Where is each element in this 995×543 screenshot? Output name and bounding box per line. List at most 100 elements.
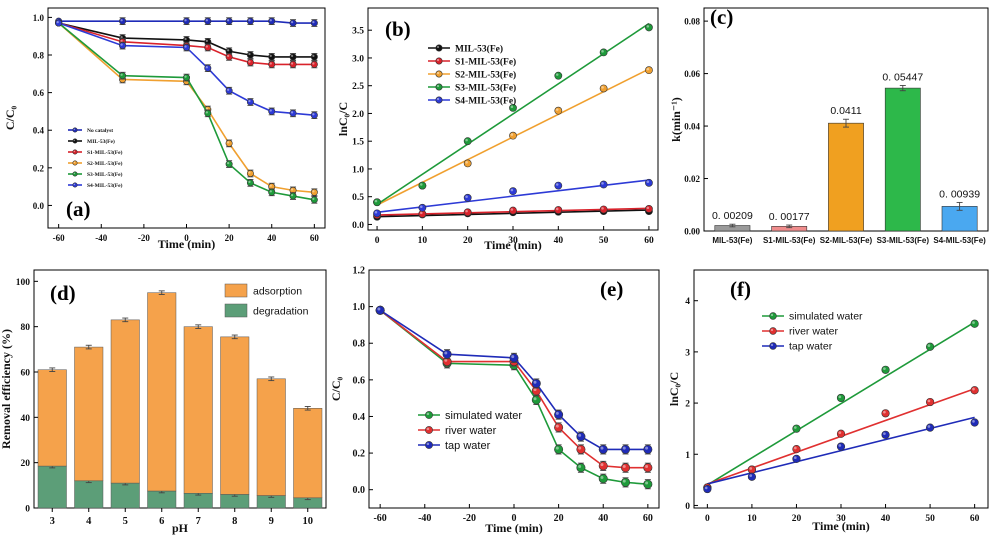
panel-b-legend-label: MIL-53(Fe) [455,43,503,54]
panel-d-ytick-label: 80 [21,323,31,333]
panel-a-xtick-label: -20 [138,233,150,243]
panel-e-data-point-highlight [645,446,649,450]
panel-f-ytick-label: 1 [685,451,690,461]
panel-c-ytick-label: 0.02 [684,174,700,184]
panel-f-data-point-highlight [793,426,797,429]
panel-f-data-point-highlight [749,467,753,470]
panel-a-data-point [225,87,233,95]
panel-a-data-point-highlight [269,19,272,22]
panel-f-data-point-highlight [793,446,797,450]
panel-e-data-point [554,422,564,432]
panel-e-xtick-label: -60 [373,513,386,524]
panel-f-legend-marker-highlight [770,313,774,317]
panel-a-data-point-highlight [184,45,187,48]
panel-f-data-point [970,386,979,395]
panel-b-ytick-label: 1.5 [352,138,364,148]
panel-a-data-point-highlight [290,188,294,191]
panel-f-legend-marker-highlight [770,343,774,347]
panel-f-data-point-highlight [838,431,842,434]
panel-b-data-point-highlight [465,161,468,164]
panel-a-data-point [55,19,63,27]
panel-e-data-point-highlight [600,475,604,479]
panel-d-bar-adsorption [74,346,104,482]
panel-a-legend-label: S4-MIL-53(Fe) [87,182,123,189]
panel-e-data-point [643,479,653,489]
panel-a-data-point [246,98,254,106]
panel-d-legend-label: adsorption [253,286,302,298]
panel-e-data-point-highlight [578,446,582,450]
panel-b-ytick-label: 2.0 [352,110,364,120]
panel-b-xtick-label: 20 [463,236,473,246]
panel-b-data-point-highlight [555,108,559,111]
panel-e-data-point [375,305,385,315]
panel-a-legend-marker [72,127,78,133]
panel-a-data-point-highlight [269,184,272,187]
panel-a-data-point [246,51,254,59]
panel-e-data-point-highlight [444,351,448,355]
panel-b-data-point [599,180,608,189]
panel-a-data-point [119,42,127,50]
panel-b-data-point-highlight [510,188,514,192]
panel-e-ytick-label: 0.4 [353,412,366,423]
panel-e-legend-marker-highlight [426,442,430,446]
panel-b-data-point [554,71,563,80]
panel-d-bar-adsorption [37,369,67,467]
panel-e-xtick-label: -20 [463,513,476,524]
panel-a-data-point [225,160,233,168]
panel-b-y-axis-label: lnC₀/C [336,102,350,136]
panel-e-legend-marker [425,441,433,449]
panel-d-ytick-label: 20 [21,459,31,469]
panel-b-data-point-highlight [510,133,514,136]
panel-b-xtick-label: 0 [375,236,380,246]
panel-f-data-point [792,454,801,463]
panel-a-data-point [310,53,318,61]
panel-e-ytick-label: 1.2 [353,266,366,277]
panel-b-xtick-label: 40 [554,236,564,246]
panel-d-xtick-label: 4 [86,516,92,527]
panel-f-y-axis-label: lnC₀/C [667,372,681,406]
panel-d-y-axis-label: Removal efficiency (%) [0,329,13,449]
panel-a-data-point [310,111,318,119]
panel-e-data-point-highlight [578,464,582,468]
panel-e-data-point [576,444,586,454]
panel-b-data-point [509,206,517,215]
panel-a-data-point [119,72,127,80]
panel-e-data-point-highlight [622,479,626,483]
panel-b-legend-marker [435,70,443,78]
panel-c-value-label: 0. 00209 [712,210,753,222]
panel-d-bar-degradation [74,480,104,509]
panel-a-legend-marker-highlight [73,150,76,153]
panel-e-data-point-highlight [600,463,604,467]
panel-f-data-point-highlight [883,410,886,414]
panel-a-xtick-label: 60 [310,233,320,243]
panel-e-data-point-highlight [645,464,649,468]
panel-b-data-point [463,159,472,168]
panel-b-legend-marker [435,96,443,104]
panel-a-legend-marker [72,138,78,144]
panel-b-data-point-highlight [646,180,650,184]
panel-b-data-point [645,66,653,75]
panel-e-xtick-label: 20 [554,513,564,524]
panel-a-data-point-highlight [205,45,208,48]
panel-b-data-point [554,181,563,190]
panel-e-data-point [598,444,608,454]
panel-a-x-axis-label: Time (min) [158,237,215,251]
panel-d-legend-label: degradation [253,306,309,318]
panel-a-legend-label: MIL-53(Fe) [87,138,115,145]
panel-e-series-line [379,309,648,451]
panel-d-bar-adsorption [293,408,323,499]
panel-b-data-point-highlight [420,183,423,186]
panel-a-data-point [246,179,254,187]
panel-d-plot-frame [33,269,327,509]
panel-f-data-point-highlight [927,425,931,428]
panel-b-legend-marker-highlight [436,97,440,101]
panel-f-legend-label: simulated water [789,311,863,323]
panel-b-data-point-highlight [374,199,378,203]
panel-b-data-point-highlight [646,206,650,210]
panel-a-data-point [310,196,318,204]
panel-c-y-axis-label: k(min⁻¹) [669,97,683,142]
panel-f-data-point-highlight [927,344,931,347]
panel-c-ytick-label: 0.04 [684,122,700,132]
panel-b-xtick-label: 10 [418,236,428,246]
